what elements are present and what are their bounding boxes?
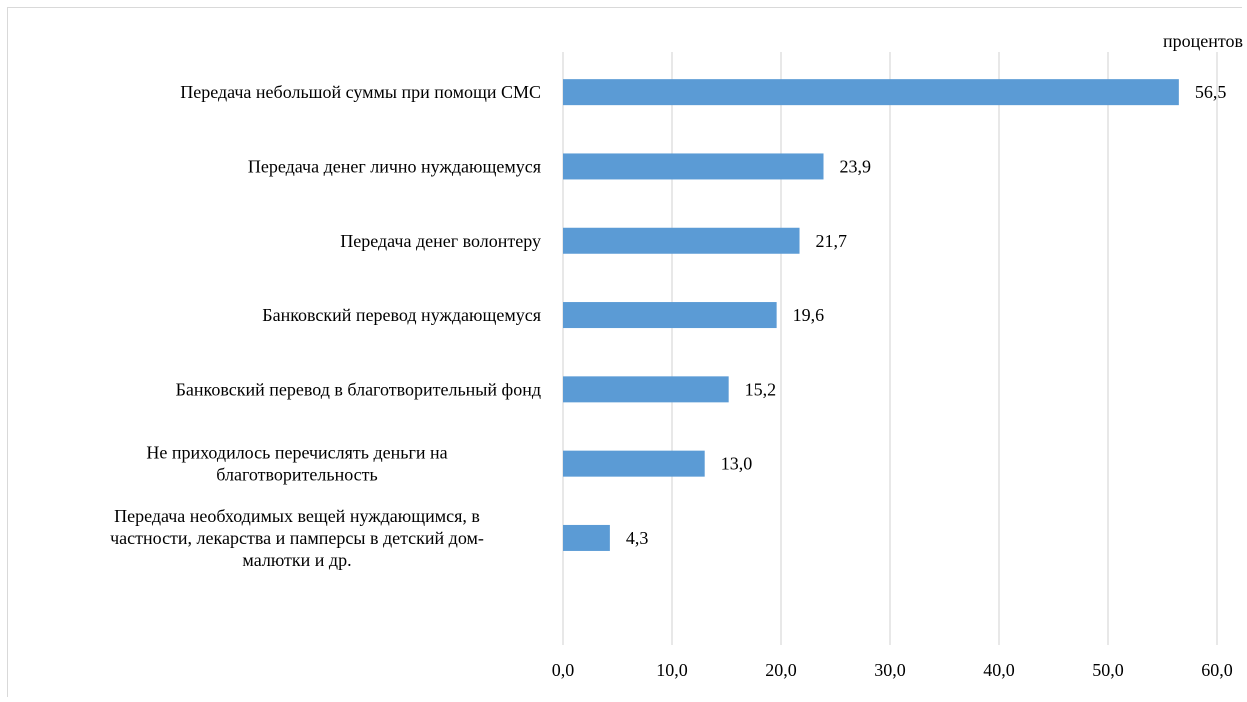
x-tick-label: 60,0	[1201, 660, 1233, 680]
bar	[563, 153, 824, 180]
category-label: Банковский перевод нуждающемуся	[262, 305, 541, 325]
data-label: 21,7	[816, 231, 848, 251]
x-tick-labels: 0,0 10,0 20,0 30,0 40,0 50,0 60,0	[552, 660, 1233, 680]
bar	[563, 524, 610, 551]
bar	[563, 450, 705, 477]
data-label: 23,9	[840, 156, 872, 176]
category-labels: Передача небольшой суммы при помощи СМС П…	[110, 82, 541, 570]
category-label: Не приходилось перечислять деньги на благ…	[146, 443, 447, 485]
data-label: 13,0	[721, 454, 753, 474]
category-label: Передача денег волонтеру	[340, 231, 541, 251]
x-tick-label: 10,0	[656, 660, 688, 680]
x-tick-label: 50,0	[1092, 660, 1124, 680]
data-label: 19,6	[793, 305, 825, 325]
bar	[563, 79, 1179, 106]
data-label: 4,3	[626, 528, 649, 548]
category-label: Передача небольшой суммы при помощи СМС	[180, 82, 541, 102]
category-label: Передача необходимых вещей нуждающимся, …	[110, 506, 484, 570]
bar	[563, 376, 729, 403]
data-label: 56,5	[1195, 82, 1227, 102]
bar	[563, 227, 800, 254]
x-tick-label: 0,0	[552, 660, 575, 680]
bar	[563, 302, 777, 329]
x-tick-label: 30,0	[874, 660, 906, 680]
chart-frame	[7, 7, 1242, 697]
category-label: Банковский перевод в благотворительный ф…	[176, 379, 541, 399]
category-label: Передача денег лично нуждающемуся	[248, 156, 541, 176]
x-tick-label: 40,0	[983, 660, 1015, 680]
unit-label: процентов	[1163, 31, 1243, 51]
data-label: 15,2	[745, 379, 777, 399]
bars	[563, 79, 1179, 551]
x-tick-label: 20,0	[765, 660, 797, 680]
gridlines	[562, 52, 1218, 645]
data-labels: 56,5 23,9 21,7 19,6 15,2 13,0 4,3	[626, 82, 1226, 548]
